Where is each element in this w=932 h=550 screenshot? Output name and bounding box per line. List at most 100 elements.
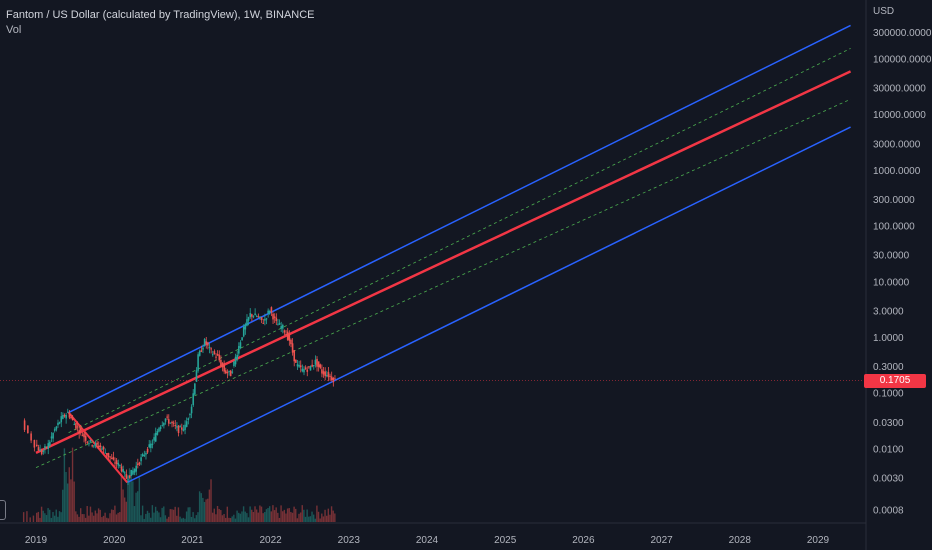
volume-bar xyxy=(138,477,141,522)
candle-body xyxy=(49,441,51,446)
candle-body xyxy=(181,427,183,430)
volume-bar xyxy=(154,506,157,522)
volume-bar xyxy=(164,515,167,522)
candle-body xyxy=(326,375,328,377)
candle-body xyxy=(255,316,258,318)
candle-body xyxy=(122,469,124,472)
price-tick-label: 0.0008 xyxy=(873,506,904,517)
candle-body xyxy=(86,441,89,443)
candle-body xyxy=(319,364,322,368)
candle-body xyxy=(115,460,118,464)
price-tick-label: 0.1000 xyxy=(873,389,904,400)
volume-bar xyxy=(324,509,326,522)
candle-body xyxy=(272,313,274,320)
volume-bar xyxy=(42,510,44,522)
volume-bar xyxy=(278,517,281,522)
volume-bar xyxy=(231,516,233,522)
candle-body xyxy=(36,444,38,447)
candle-body xyxy=(182,429,185,431)
volume-bar xyxy=(187,507,189,522)
candle-body xyxy=(110,458,113,460)
candle-body xyxy=(239,342,242,348)
volume-bar xyxy=(275,507,277,522)
candle-body xyxy=(140,457,142,462)
candle-body xyxy=(202,347,204,350)
volume-bar xyxy=(290,511,292,522)
volume-bar xyxy=(319,518,321,522)
candle-body xyxy=(50,436,53,439)
volume-bar xyxy=(36,512,38,522)
candle-body xyxy=(101,448,103,450)
volume-bar xyxy=(229,518,232,522)
volume-bar xyxy=(89,506,92,522)
volume-bar xyxy=(127,476,129,522)
volume-bar xyxy=(37,511,40,522)
candle-body xyxy=(330,376,333,381)
candle-body xyxy=(179,426,181,428)
candle-body xyxy=(27,425,29,433)
candle-body xyxy=(252,316,255,318)
volume-bar xyxy=(123,497,126,522)
year-tick-label: 2022 xyxy=(259,535,282,546)
volume-bar xyxy=(321,513,323,522)
candle-body xyxy=(138,462,141,465)
volume-bar xyxy=(141,505,144,522)
volume-bar xyxy=(306,509,308,522)
candle-body xyxy=(102,446,105,450)
volume-bar xyxy=(329,514,331,522)
candle-body xyxy=(65,414,67,419)
candle-body xyxy=(45,446,48,448)
candle-body xyxy=(321,369,323,374)
volume-bar xyxy=(166,518,168,522)
volume-bar xyxy=(295,508,297,522)
volume-bar xyxy=(125,501,128,522)
volume-bar xyxy=(205,499,207,522)
scroll-left-handle[interactable] xyxy=(0,500,6,520)
candle-body xyxy=(169,422,172,424)
volume-bar xyxy=(104,512,106,522)
volume-bar xyxy=(45,515,48,522)
candle-body xyxy=(164,418,167,422)
volume-bar xyxy=(161,507,163,522)
volume-bar xyxy=(94,510,97,522)
candle-body xyxy=(197,354,199,371)
year-tick-label: 2029 xyxy=(807,535,830,546)
volume-bar xyxy=(57,516,59,522)
candle-body xyxy=(153,437,155,441)
volume-bar xyxy=(304,516,307,522)
candle-body xyxy=(277,324,279,326)
candle-body xyxy=(83,433,85,438)
volume-bar xyxy=(107,518,110,522)
candle-body xyxy=(221,362,224,368)
volume-bar xyxy=(60,512,62,522)
candle-body xyxy=(236,354,239,359)
volume-bar xyxy=(172,509,175,522)
price-tick-label: 300000.0000 xyxy=(873,28,932,39)
volume-bar xyxy=(257,512,259,522)
volume-bar xyxy=(197,512,199,522)
candle-body xyxy=(224,370,227,374)
candle-body xyxy=(260,317,263,320)
volume-bar xyxy=(226,506,229,522)
volume-bar xyxy=(202,497,204,522)
candle-body xyxy=(114,462,116,464)
volume-bar xyxy=(264,512,266,522)
price-tick-label: 1.0000 xyxy=(873,333,904,344)
candle-body xyxy=(198,350,201,356)
candle-body xyxy=(283,330,286,333)
volume-bar xyxy=(150,517,152,522)
candle-body xyxy=(190,406,193,414)
volume-bar xyxy=(96,513,98,522)
lower-dashed-band xyxy=(35,98,851,468)
candle-body xyxy=(246,319,248,326)
year-tick-label: 2027 xyxy=(650,535,673,546)
candle-body xyxy=(295,359,297,363)
candle-body xyxy=(238,346,240,354)
candle-body xyxy=(39,449,41,452)
volume-bar xyxy=(282,511,284,522)
volume-bar xyxy=(190,516,193,522)
candle-body xyxy=(33,439,36,448)
candle-body xyxy=(254,313,256,316)
volume-bar xyxy=(308,516,310,522)
